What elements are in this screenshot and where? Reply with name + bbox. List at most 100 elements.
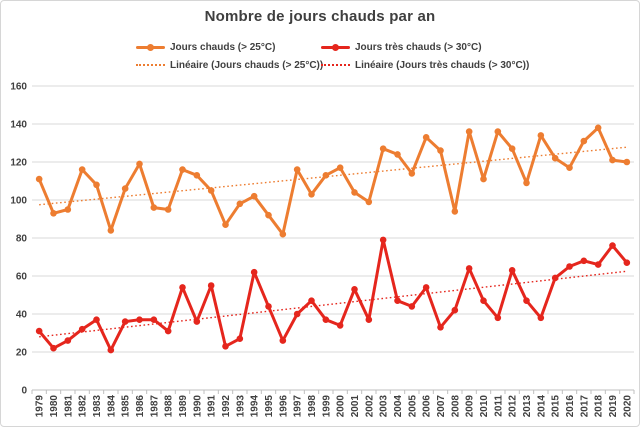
series-marker-jours-chauds[interactable] — [64, 206, 72, 213]
series-marker-jours-chauds[interactable] — [551, 154, 559, 162]
y-axis-label: 120 — [10, 158, 27, 169]
series-marker-jours-tres-chauds[interactable] — [265, 303, 272, 310]
series-marker-jours-tres-chauds[interactable] — [207, 282, 215, 289]
series-marker-jours-chauds[interactable] — [537, 132, 545, 139]
series-marker-jours-tres-chauds[interactable] — [164, 327, 172, 335]
x-axis-label: 1990 — [192, 395, 203, 418]
series-marker-jours-tres-chauds[interactable] — [465, 265, 473, 272]
series-marker-jours-chauds[interactable] — [150, 204, 158, 211]
series-marker-jours-chauds[interactable] — [351, 189, 358, 196]
series-marker-jours-chauds[interactable] — [523, 179, 530, 187]
series-marker-jours-tres-chauds[interactable] — [408, 303, 416, 310]
series-marker-jours-tres-chauds[interactable] — [594, 261, 602, 268]
series-marker-jours-chauds[interactable] — [508, 145, 516, 152]
series-marker-jours-chauds[interactable] — [265, 211, 272, 219]
series-marker-jours-tres-chauds[interactable] — [121, 318, 129, 325]
series-marker-jours-chauds[interactable] — [408, 170, 416, 177]
series-marker-jours-tres-chauds[interactable] — [379, 236, 387, 244]
legend-item-jours-chauds[interactable]: Jours chauds (> 25°C) — [136, 40, 275, 54]
series-marker-jours-chauds[interactable] — [136, 160, 143, 168]
series-marker-jours-tres-chauds[interactable] — [351, 286, 358, 293]
series-marker-jours-tres-chauds[interactable] — [451, 306, 459, 314]
series-marker-jours-chauds[interactable] — [107, 227, 115, 234]
series-marker-jours-chauds[interactable] — [580, 137, 588, 145]
x-axis-label: 1996 — [278, 395, 289, 418]
legend-item-lineaire-jours-chauds[interactable]: Linéaire (Jours chauds (> 25°C)) — [136, 58, 323, 72]
series-marker-jours-tres-chauds[interactable] — [437, 324, 444, 331]
x-axis-label: 1985 — [121, 395, 132, 418]
series-marker-jours-tres-chauds[interactable] — [322, 316, 330, 324]
series-marker-jours-chauds[interactable] — [50, 210, 57, 217]
series-marker-jours-chauds[interactable] — [394, 151, 401, 158]
series-marker-jours-chauds[interactable] — [365, 198, 373, 206]
series-marker-jours-tres-chauds[interactable] — [508, 267, 516, 274]
series-marker-jours-chauds[interactable] — [179, 166, 186, 173]
y-axis-label: 80 — [16, 234, 28, 245]
series-marker-jours-tres-chauds[interactable] — [551, 274, 559, 282]
series-marker-jours-tres-chauds[interactable] — [250, 268, 258, 276]
series-marker-jours-tres-chauds[interactable] — [179, 284, 186, 291]
series-marker-jours-chauds[interactable] — [594, 124, 602, 132]
series-marker-jours-tres-chauds[interactable] — [279, 337, 287, 344]
series-marker-jours-chauds[interactable] — [78, 166, 86, 173]
series-marker-jours-tres-chauds[interactable] — [236, 335, 244, 343]
series-marker-jours-chauds[interactable] — [379, 145, 387, 152]
series-marker-jours-chauds[interactable] — [422, 134, 430, 141]
series-marker-jours-chauds[interactable] — [193, 172, 201, 179]
series-marker-jours-tres-chauds[interactable] — [365, 316, 373, 324]
series-marker-jours-tres-chauds[interactable] — [537, 314, 545, 322]
series-marker-jours-chauds[interactable] — [336, 164, 344, 171]
series-marker-jours-chauds[interactable] — [35, 175, 43, 183]
legend-item-jours-tres-chauds[interactable]: Jours très chauds (> 30°C) — [321, 40, 482, 54]
series-line-jours-tres-chauds[interactable] — [37, 238, 629, 352]
series-marker-jours-chauds[interactable] — [609, 156, 616, 164]
x-axis-label: 1982 — [78, 395, 89, 418]
series-marker-jours-chauds[interactable] — [494, 128, 502, 135]
series-marker-jours-tres-chauds[interactable] — [523, 297, 530, 305]
series-marker-jours-chauds[interactable] — [451, 208, 459, 215]
series-marker-jours-tres-chauds[interactable] — [494, 314, 502, 322]
orange-line-marker-icon — [136, 43, 165, 52]
series-marker-jours-chauds[interactable] — [322, 172, 330, 179]
series-marker-jours-tres-chauds[interactable] — [623, 259, 631, 267]
series-marker-jours-tres-chauds[interactable] — [222, 343, 229, 350]
series-marker-jours-tres-chauds[interactable] — [609, 242, 616, 249]
series-marker-jours-tres-chauds[interactable] — [64, 337, 72, 344]
series-marker-jours-chauds[interactable] — [93, 181, 100, 189]
series-marker-jours-tres-chauds[interactable] — [93, 316, 100, 324]
series-marker-jours-chauds[interactable] — [623, 158, 631, 166]
x-axis-label: 1983 — [92, 395, 103, 418]
series-marker-jours-chauds[interactable] — [279, 230, 287, 238]
series-marker-jours-chauds[interactable] — [164, 206, 172, 213]
x-axis-label: 2012 — [508, 395, 519, 418]
series-marker-jours-tres-chauds[interactable] — [394, 297, 401, 305]
series-marker-jours-tres-chauds[interactable] — [35, 327, 43, 335]
series-marker-jours-tres-chauds[interactable] — [480, 297, 487, 305]
series-marker-jours-tres-chauds[interactable] — [78, 325, 86, 333]
series-marker-jours-tres-chauds[interactable] — [293, 310, 301, 318]
series-marker-jours-chauds[interactable] — [236, 200, 244, 208]
series-marker-jours-chauds[interactable] — [566, 164, 573, 171]
series-marker-jours-tres-chauds[interactable] — [336, 322, 344, 329]
series-marker-jours-chauds[interactable] — [437, 147, 444, 154]
series-marker-jours-tres-chauds[interactable] — [422, 284, 430, 291]
series-marker-jours-chauds[interactable] — [293, 166, 301, 173]
series-marker-jours-chauds[interactable] — [480, 175, 487, 183]
series-marker-jours-tres-chauds[interactable] — [50, 344, 57, 352]
x-axis-label: 2013 — [522, 395, 533, 418]
series-marker-jours-tres-chauds[interactable] — [107, 346, 115, 354]
series-marker-jours-chauds[interactable] — [207, 187, 215, 194]
series-marker-jours-tres-chauds[interactable] — [136, 316, 143, 324]
series-marker-jours-chauds[interactable] — [465, 128, 473, 135]
series-marker-jours-chauds[interactable] — [250, 192, 258, 200]
series-marker-jours-chauds[interactable] — [308, 191, 315, 198]
series-marker-jours-tres-chauds[interactable] — [150, 316, 158, 324]
series-marker-jours-tres-chauds[interactable] — [566, 263, 573, 270]
series-marker-jours-chauds[interactable] — [121, 185, 129, 192]
series-marker-jours-chauds[interactable] — [222, 221, 229, 228]
series-line-jours-chauds[interactable] — [37, 126, 629, 236]
series-marker-jours-tres-chauds[interactable] — [193, 318, 201, 325]
legend-item-lineaire-jours-tres-chauds[interactable]: Linéaire (Jours très chauds (> 30°C)) — [321, 58, 529, 72]
series-marker-jours-tres-chauds[interactable] — [308, 297, 315, 305]
series-marker-jours-tres-chauds[interactable] — [580, 257, 588, 265]
